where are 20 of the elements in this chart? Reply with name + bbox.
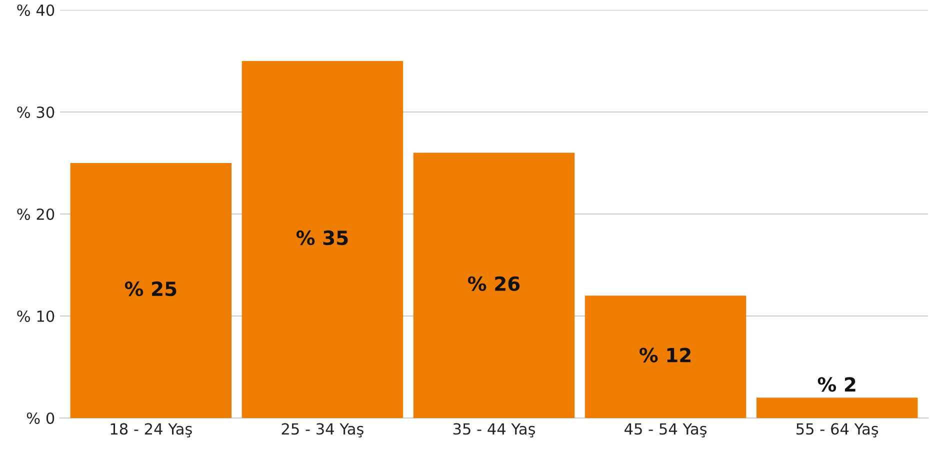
x-tick-label: 25 - 34 Yaş	[282, 423, 364, 438]
y-tick-label: % 30	[17, 106, 54, 118]
bar	[584, 296, 746, 418]
data-label: % 12	[640, 348, 691, 362]
bar	[70, 163, 232, 418]
data-label: % 35	[296, 230, 348, 246]
x-tick-label: 45 - 54 Yaş	[624, 423, 707, 438]
data-label: % 25	[124, 281, 176, 296]
data-label: % 2	[818, 377, 856, 392]
x-tick-label: 18 - 24 Yaş	[110, 423, 192, 438]
x-tick-label: 55 - 64 Yaş	[796, 423, 878, 438]
bar	[756, 398, 918, 418]
bar	[413, 152, 575, 418]
y-tick-label: % 20	[17, 208, 54, 220]
y-tick-label: % 0	[26, 412, 54, 424]
bar	[242, 61, 404, 418]
y-tick-label: % 10	[17, 310, 54, 322]
x-tick-label: 35 - 44 Yaş	[453, 423, 536, 438]
data-label: % 26	[468, 276, 520, 292]
y-tick-label: % 40	[17, 4, 54, 16]
